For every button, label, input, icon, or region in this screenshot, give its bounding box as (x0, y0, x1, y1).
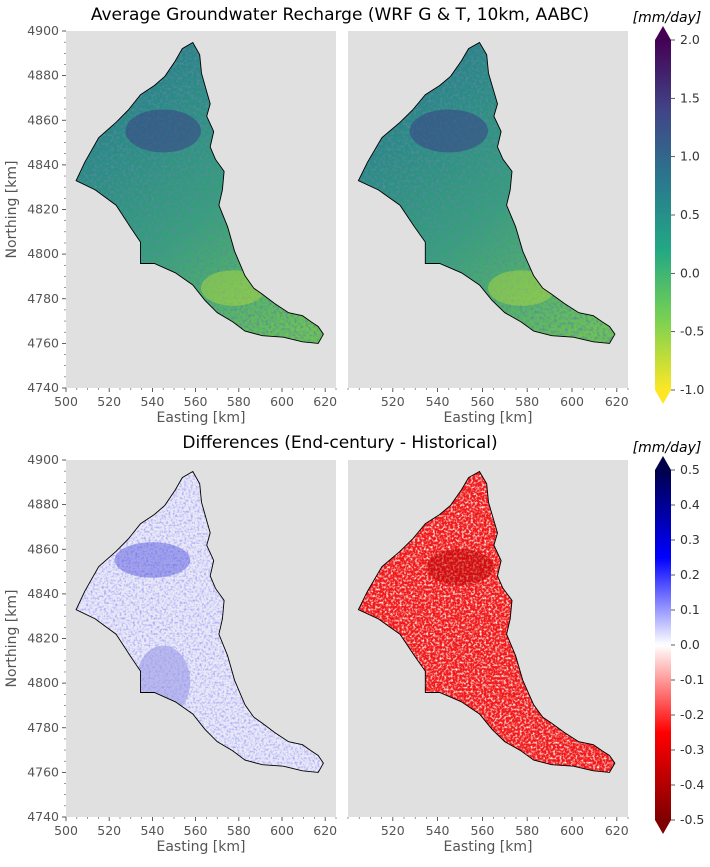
y-tick-label: 4840 (27, 586, 59, 601)
y-tick-label: 4820 (27, 631, 59, 646)
x-axis-label: Easting [km] (444, 410, 533, 426)
colorbar-tick-label: -0.1 (680, 672, 704, 687)
bottom-title: Differences (End-century - Historical) (182, 433, 497, 453)
x-tick-label: 580 (515, 823, 539, 838)
x-tick-label: 520 (381, 394, 405, 409)
y-tick-label: 4900 (27, 452, 59, 467)
y-tick-label: 4780 (27, 291, 59, 306)
basin-outline (75, 470, 324, 773)
colorbar-difference: [mm/day] 0.5 0.4 0.3 0.2 0.1 0.0 -0.1 -0.2 -0.3 -0… (633, 440, 704, 834)
x-tick-label: 520 (381, 823, 405, 838)
x-tick-label: 560 (470, 823, 494, 838)
y-tick-label: 4800 (27, 246, 59, 261)
colorbar-tick-label: 0.4 (680, 497, 700, 512)
colorbar-tick-label: -0.4 (680, 777, 704, 792)
colorbar-unit-label: [mm/day] (633, 10, 702, 26)
y-tick-label: 4760 (27, 335, 59, 350)
x-tick-label: 600 (270, 823, 294, 838)
x-tick-label: 580 (515, 394, 539, 409)
y-tick-label: 4740 (27, 809, 59, 824)
basin-outline (75, 41, 324, 344)
colorbar-tick-label: 0.0 (680, 265, 700, 280)
x-tick-label: 600 (560, 394, 584, 409)
colorbar-tick-label: 0.5 (680, 462, 700, 477)
x-axis-label: Easting [km] (157, 839, 246, 855)
map-panel-bottom-left: 500 520 540 560 580 600 620 Easting [km] 4740 476… (4, 452, 337, 855)
colorbar-gradient (655, 40, 671, 390)
y-tick-label: 4800 (27, 675, 59, 690)
basin-outline (357, 41, 616, 344)
map-panel-top-left: 500 520 540 560 580 600 620 Easting [km] 4740 476… (4, 23, 337, 426)
colorbar-tick-label: -1.0 (680, 382, 704, 397)
x-axis-label: Easting [km] (444, 839, 533, 855)
x-tick-label: 600 (270, 394, 294, 409)
x-tick-label: 560 (184, 823, 208, 838)
y-axis-label: Northing [km] (4, 161, 20, 259)
x-tick-label: 540 (426, 823, 450, 838)
y-tick-label: 4900 (27, 23, 59, 38)
x-tick-label: 540 (140, 823, 164, 838)
map-panel-bottom-right: 520 540 560 580 600 620 Easting [km] (347, 460, 629, 855)
basin-outline (357, 470, 616, 773)
y-tick-label: 4860 (27, 541, 59, 556)
y-tick-label: 4880 (27, 497, 59, 512)
x-tick-label: 600 (560, 823, 584, 838)
x-tick-label: 620 (605, 394, 629, 409)
colorbar-recharge: [mm/day] 2.0 1.5 1.0 0.5 0.0 -0.5 -1.0 (633, 10, 704, 404)
colorbar-min-extend (655, 820, 671, 834)
x-tick-label: 620 (313, 823, 337, 838)
x-tick-label: 520 (97, 394, 121, 409)
x-tick-label: 560 (470, 394, 494, 409)
map-panel-top-right: 520 540 560 580 600 620 Easting [km] (347, 31, 629, 426)
colorbar-tick-label: 1.5 (680, 90, 700, 105)
colorbar-tick-label: 1.0 (680, 149, 700, 164)
y-tick-label: 4880 (27, 68, 59, 83)
x-tick-label: 500 (54, 394, 78, 409)
colorbar-tick-label: 2.0 (680, 32, 700, 47)
y-tick-label: 4840 (27, 157, 59, 172)
colorbar-gradient (655, 470, 671, 820)
x-tick-label: 540 (426, 394, 450, 409)
top-title: Average Groundwater Recharge (WRF G & T,… (91, 5, 589, 25)
x-axis-label: Easting [km] (157, 410, 246, 426)
colorbar-tick-label: -0.5 (680, 324, 704, 339)
x-tick-label: 500 (54, 823, 78, 838)
x-tick-label: 540 (140, 394, 164, 409)
colorbar-tick-label: -0.2 (680, 707, 704, 722)
colorbar-tick-label: -0.3 (680, 742, 704, 757)
y-tick-label: 4740 (27, 380, 59, 395)
colorbar-tick-label: 0.3 (680, 532, 700, 547)
colorbar-max-extend (655, 26, 671, 40)
colorbar-tick-label: -0.5 (680, 812, 704, 827)
x-tick-label: 580 (227, 823, 251, 838)
x-tick-label: 560 (184, 394, 208, 409)
colorbar-max-extend (655, 456, 671, 470)
colorbar-tick-label: 0.5 (680, 207, 700, 222)
x-tick-label: 580 (227, 394, 251, 409)
colorbar-tick-label: 0.0 (680, 637, 700, 652)
map-panels: 500 520 540 560 580 600 620 Easting [km] 4740 476… (4, 23, 629, 855)
y-tick-label: 4780 (27, 720, 59, 735)
y-tick-label: 4820 (27, 202, 59, 217)
colorbar-unit-label: [mm/day] (633, 440, 702, 456)
y-tick-label: 4860 (27, 112, 59, 127)
y-tick-label: 4760 (27, 764, 59, 779)
y-axis-label: Northing [km] (4, 590, 20, 688)
colorbar-tick-label: 0.2 (680, 567, 700, 582)
x-tick-label: 620 (605, 823, 629, 838)
colorbars: [mm/day] 2.0 1.5 1.0 0.5 0.0 -0.5 -1.0 [mm/day] 0… (633, 10, 704, 834)
colorbar-min-extend (655, 390, 671, 404)
colorbar-tick-label: 0.1 (680, 602, 700, 617)
x-tick-label: 520 (97, 823, 121, 838)
x-tick-label: 620 (313, 394, 337, 409)
